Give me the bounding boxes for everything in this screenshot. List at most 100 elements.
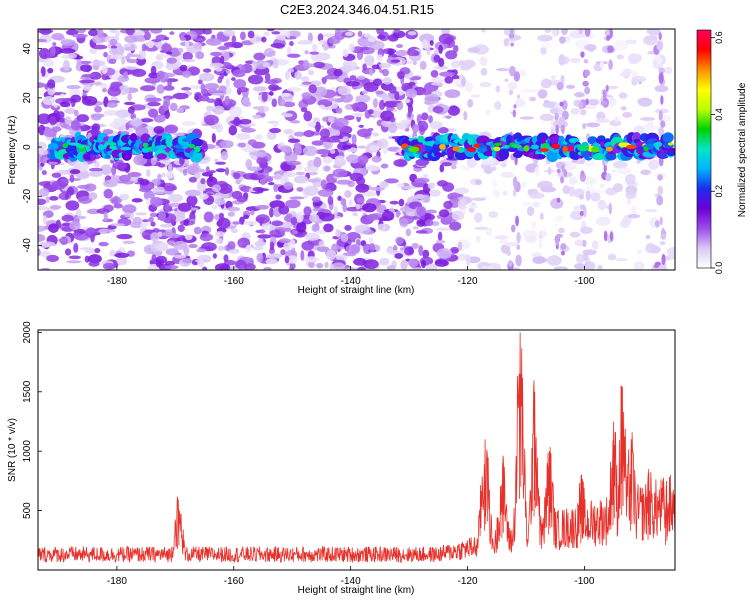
- heatmap-noise-blob: [255, 204, 270, 210]
- heatmap-noise-blob: [378, 99, 386, 110]
- heatmap-streak-blob: [658, 110, 663, 122]
- heatmap-noise-blob: [303, 185, 319, 196]
- heatmap-noise-blob: [405, 88, 418, 99]
- heatmap-noise-blob: [355, 203, 361, 210]
- heatmap-noise-blob: [141, 43, 147, 52]
- heatmap-noise-blob: [492, 179, 497, 190]
- heatmap-noise-blob: [585, 190, 591, 201]
- heatmap-noise-blob: [624, 39, 638, 45]
- heatmap-noise-blob: [294, 71, 302, 80]
- heatmap-noise-blob: [177, 224, 185, 232]
- heatmap-noise-blob: [333, 205, 338, 217]
- heatmap-noise-blob: [648, 159, 659, 170]
- heatmap-noise-blob: [229, 106, 243, 117]
- heatmap-noise-blob: [430, 82, 444, 86]
- heatmap-noise-blob: [250, 209, 255, 216]
- heatmap-noise-blob: [159, 223, 174, 228]
- heatmap-noise-blob: [289, 41, 294, 47]
- heatmap-streak-blob: [580, 109, 587, 116]
- heatmap-noise-blob: [540, 43, 553, 49]
- heatmap-noise-blob: [633, 261, 645, 270]
- heatmap-noise-blob: [266, 29, 275, 32]
- heatmap-noise-blob: [286, 213, 293, 220]
- heatmap-noise-blob: [189, 218, 196, 222]
- heatmap-noise-blob: [287, 53, 301, 58]
- heatmap-noise-blob: [328, 36, 341, 45]
- heatmap-noise-blob: [450, 165, 457, 170]
- heatmap-noise-blob: [576, 253, 585, 264]
- heatmap-noise-blob: [206, 176, 218, 188]
- heatmap-peak-hotspot: [109, 145, 117, 150]
- heatmap-noise-blob: [583, 185, 596, 191]
- heatmap-noise-blob: [38, 38, 48, 43]
- heatmap-noise-blob: [43, 59, 55, 67]
- heatmap-noise-blob: [311, 196, 321, 203]
- heatmap-noise-blob: [571, 159, 578, 163]
- heatmap-streak-blob: [603, 230, 608, 242]
- heatmap-noise-blob: [177, 202, 192, 212]
- heatmap-noise-blob: [157, 173, 162, 180]
- heatmap-noise-blob: [551, 29, 558, 37]
- heatmap-noise-blob: [164, 203, 170, 214]
- heatmap-noise-blob: [467, 99, 474, 108]
- heatmap-streak-blob: [507, 260, 513, 267]
- heatmap-noise-blob: [303, 256, 320, 263]
- heatmap-noise-blob: [595, 216, 611, 227]
- heatmap-noise-blob: [148, 108, 159, 118]
- heatmap-noise-blob: [123, 211, 132, 218]
- heatmap-noise-blob: [216, 35, 229, 41]
- heatmap-noise-blob: [227, 206, 241, 212]
- heatmap-noise-blob: [475, 179, 483, 186]
- heatmap-noise-blob: [301, 92, 312, 99]
- heatmap-noise-blob: [330, 135, 342, 140]
- heatmap-noise-blob: [463, 110, 468, 121]
- heatmap-noise-blob: [419, 60, 427, 70]
- heatmap-noise-blob: [38, 29, 54, 34]
- heatmap-noise-blob: [416, 205, 427, 217]
- heatmap-noise-blob: [197, 258, 205, 268]
- heatmap-noise-blob: [252, 186, 264, 192]
- heatmap-noise-blob: [271, 98, 278, 108]
- heatmap-noise-blob: [522, 201, 532, 206]
- heatmap-noise-blob: [193, 226, 202, 235]
- heatmap-noise-blob: [451, 74, 460, 80]
- heatmap-noise-blob: [94, 247, 101, 254]
- heatmap-noise-blob: [327, 115, 335, 123]
- heatmap-noise-blob: [70, 94, 82, 103]
- heatmap-noise-blob: [146, 97, 162, 102]
- heatmap-noise-blob: [287, 30, 301, 38]
- heatmap-noise-blob: [371, 155, 382, 163]
- heatmap-noise-blob: [108, 58, 117, 64]
- heatmap-noise-blob: [438, 44, 443, 54]
- heatmap-peak-hotspot: [466, 147, 477, 152]
- heatmap-noise-blob: [150, 196, 163, 208]
- heatmap-noise-blob: [597, 264, 603, 270]
- heatmap-peak-hotspot: [592, 142, 600, 149]
- heatmap-noise-blob: [367, 127, 374, 132]
- heatmap-noise-blob: [123, 71, 129, 80]
- heatmap-noise-blob: [431, 76, 444, 84]
- heatmap-noise-blob: [400, 119, 413, 125]
- heatmap-noise-blob: [283, 101, 296, 108]
- heatmap-noise-blob: [88, 261, 100, 267]
- heatmap-noise-blob: [543, 99, 550, 104]
- heatmap-noise-blob: [98, 241, 109, 247]
- heatmap-noise-blob: [50, 104, 61, 111]
- heatmap-streak-blob: [582, 239, 587, 248]
- heatmap-noise-blob: [612, 160, 628, 169]
- heatmap-noise-blob: [261, 36, 267, 43]
- heatmap-noise-blob: [433, 54, 441, 63]
- heatmap-noise-blob: [368, 236, 374, 244]
- heatmap-noise-blob: [238, 241, 243, 248]
- heatmap-noise-blob: [401, 186, 417, 190]
- heatmap-noise-blob: [439, 164, 445, 173]
- heatmap-streak-blob: [582, 253, 589, 262]
- heatmap-noise-blob: [40, 267, 51, 270]
- heatmap-noise-blob: [636, 249, 643, 254]
- heatmap-noise-blob: [74, 109, 79, 117]
- heatmap-peak-band-blob: [192, 150, 203, 163]
- heatmap-noise-blob: [237, 142, 246, 148]
- heatmap-noise-blob: [56, 169, 73, 175]
- heatmap-noise-blob: [109, 121, 123, 129]
- heatmap-noise-blob: [211, 205, 218, 209]
